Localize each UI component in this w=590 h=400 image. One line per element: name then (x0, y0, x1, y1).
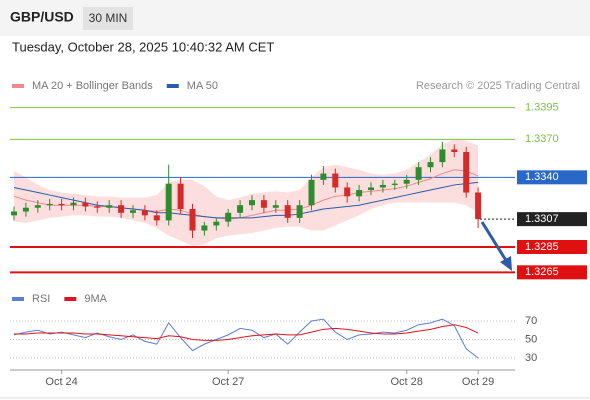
candle-body (225, 212, 232, 222)
candle-body (141, 210, 148, 216)
level-box (517, 265, 587, 280)
candle-body (308, 179, 315, 206)
level-label: 1.3370 (525, 133, 559, 145)
candle-body (451, 149, 458, 152)
candle-body (463, 152, 470, 193)
indicator-line (13, 318, 479, 359)
y-tick-label: 70 (525, 315, 537, 327)
x-tick-label: Oct 28 (390, 376, 422, 388)
legend-swatch (12, 84, 24, 88)
y-tick-label: 50 (525, 333, 537, 345)
level-box (517, 240, 587, 254)
candle-body (415, 167, 422, 180)
level-label: 1.3395 (525, 102, 559, 114)
candle-body (94, 206, 101, 208)
legend-swatch (12, 297, 24, 301)
y-tick-label: 30 (525, 352, 537, 364)
ma-line (13, 169, 479, 220)
interval: 30 MIN (89, 11, 128, 25)
bollinger-band (14, 139, 479, 246)
candle-body (22, 207, 29, 212)
interval-box (83, 7, 133, 30)
candle-body (475, 192, 482, 220)
candle-body (427, 162, 434, 168)
timestamp: Tuesday, October 28, 2025 10:40:32 AM CE… (12, 39, 274, 54)
candle-body (332, 173, 339, 188)
candle-body (344, 187, 351, 197)
candle-body (296, 205, 303, 218)
candle-body (106, 205, 113, 208)
candle-body (177, 183, 184, 209)
candle-body (153, 215, 160, 221)
legend-label: 9MA (84, 293, 107, 305)
candle-body (379, 184, 386, 188)
candle-body (189, 209, 196, 231)
level-box (517, 212, 587, 227)
candle-body (237, 205, 244, 213)
legend-swatch (64, 297, 77, 301)
level-label: 1.3340 (525, 171, 559, 183)
candle-body (439, 149, 446, 163)
legend-label: RSI (32, 293, 50, 305)
candle-body (34, 205, 41, 208)
x-tick-label: Oct 24 (45, 376, 77, 388)
candle-body (70, 202, 77, 206)
candle-body (260, 200, 267, 208)
level-label: 1.3265 (525, 266, 559, 278)
legend-label: MA 20 + Bollinger Bands (32, 80, 153, 92)
legend-label: MA 50 (187, 80, 218, 92)
legend-swatch (166, 84, 179, 88)
candle-body (368, 187, 374, 190)
candle-body (284, 205, 291, 218)
level-label: 1.3285 (525, 241, 559, 253)
candle-body (118, 205, 125, 213)
level-label: 1.3307 (525, 213, 559, 225)
candle-body (165, 183, 172, 221)
ma-line (13, 181, 479, 219)
candle-body (272, 205, 279, 208)
credit: Research © 2025 Trading Central (416, 80, 580, 92)
candle-body (11, 211, 17, 216)
arrow (480, 221, 512, 271)
candle-body (46, 203, 53, 206)
candle-body (356, 190, 363, 197)
candle-body (82, 202, 89, 207)
candle-body (249, 200, 255, 206)
candle-body (391, 183, 398, 185)
candle-body (130, 210, 136, 213)
candle-body (58, 203, 65, 206)
candle-body (403, 179, 410, 184)
x-tick-label: Oct 27 (212, 376, 244, 388)
candle-body (320, 173, 327, 180)
symbol: GBP/USD (10, 9, 74, 25)
indicator-line (14, 324, 479, 341)
candle-body (201, 225, 208, 231)
level-box (517, 170, 587, 185)
x-tick-label: Oct 29 (462, 376, 494, 388)
candle-body (213, 221, 220, 226)
